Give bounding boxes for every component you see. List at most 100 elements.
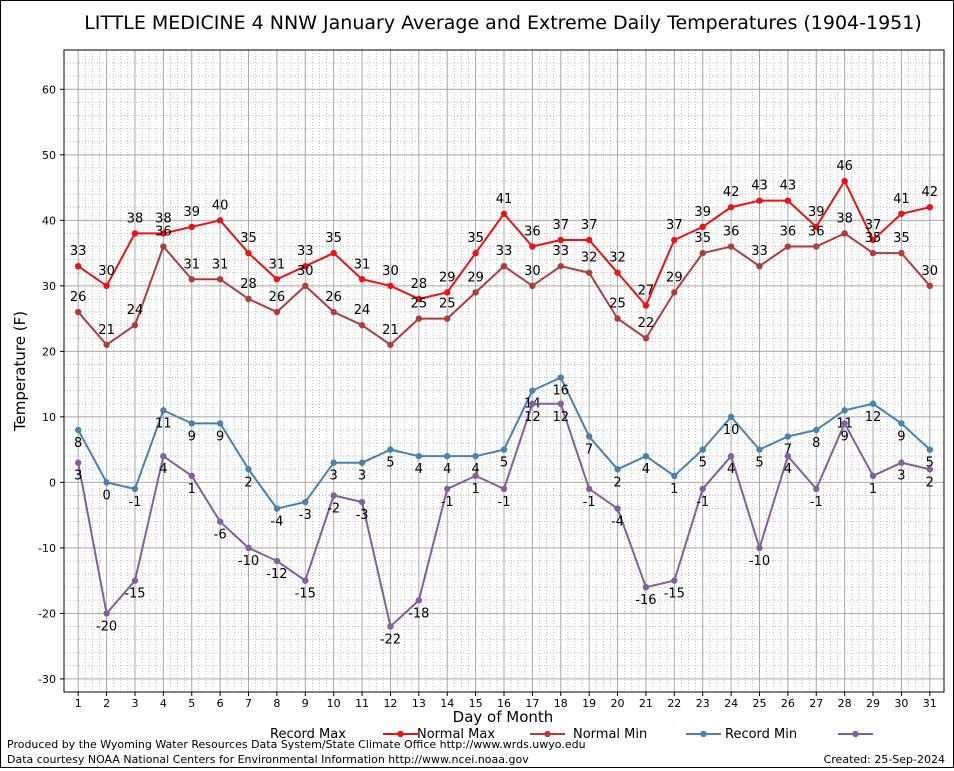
normal-max-point (614, 315, 621, 322)
normal-max-point (926, 282, 934, 290)
normal-max-data-label: 22 (638, 316, 655, 331)
normal-min-data-label: 4 (415, 462, 423, 477)
normal-min-point (245, 466, 252, 473)
normal-max-point (898, 249, 905, 257)
record-max-data-label: 31 (354, 257, 371, 272)
legend-label: Record Min (725, 727, 797, 742)
normal-min-point (387, 446, 394, 453)
record-min-data-label: 3 (74, 469, 82, 484)
record-max-point (699, 223, 706, 231)
legend-swatch-point (544, 730, 551, 738)
normal-max-data-label: 36 (155, 225, 172, 240)
record-min-data-label: -3 (356, 508, 369, 523)
normal-max-point (756, 262, 763, 270)
normal-min-data-label: 7 (585, 443, 593, 458)
normal-min-point (642, 452, 650, 460)
record-min-point (131, 577, 139, 584)
y-tick-label: -20 (38, 607, 56, 620)
record-min-point (330, 492, 337, 499)
normal-max-point (103, 341, 110, 348)
normal-max-point (585, 269, 593, 276)
record-max-data-label: 32 (609, 251, 626, 266)
record-min-point (926, 466, 934, 473)
normal-min-data-label: 8 (812, 436, 820, 451)
record-min-data-label: 1 (188, 482, 196, 497)
legend-swatch-point (852, 730, 859, 738)
record-max-data-label: 41 (893, 192, 910, 207)
normal-min-data-label: 3 (358, 469, 366, 484)
y-tick-label: 10 (42, 411, 56, 424)
normal-min-point (358, 459, 366, 466)
normal-min-point (926, 446, 934, 453)
record-max-point (472, 249, 479, 257)
record-min-point (472, 472, 479, 480)
record-min-point (245, 544, 252, 552)
record-max-point (557, 236, 564, 244)
legend-item-record-min: Record Min (725, 727, 873, 742)
normal-min-point (472, 452, 479, 460)
normal-max-point (813, 243, 820, 250)
x-axis-ticks: 1 2 3 4 5 6 7 8 9 10 11 12 13 14 15 16 17 18 19 20 21 22 23 24 2… (75, 692, 937, 710)
normal-max-point (784, 243, 792, 250)
normal-max-data-label: 33 (496, 244, 513, 259)
normal-max-point (273, 308, 281, 316)
normal-min-point (216, 420, 224, 427)
record-max-data-label: 33 (297, 244, 314, 259)
normal-max-data-label: 36 (780, 225, 797, 240)
normal-max-point (387, 341, 394, 348)
record-min-point (273, 557, 281, 565)
x-tick-label: 29 (866, 697, 880, 710)
normal-min-point (273, 505, 281, 512)
x-tick-label: 2 (103, 697, 110, 710)
record-max-data-label: 46 (836, 159, 853, 174)
record-max-point (642, 302, 650, 309)
x-tick-label: 10 (327, 697, 341, 710)
normal-max-data-label: 25 (411, 297, 428, 312)
record-max-point (131, 230, 139, 237)
normal-max-point (74, 308, 82, 316)
record-max-data-label: 37 (581, 218, 598, 233)
record-min-point (557, 400, 564, 407)
normal-max-point (727, 243, 735, 250)
normal-max-data-label: 24 (354, 303, 371, 318)
record-max-point (273, 276, 281, 283)
normal-max-point (642, 335, 650, 342)
x-tick-label: 7 (245, 697, 252, 710)
record-min-point (585, 485, 593, 493)
x-tick-label: 4 (160, 697, 167, 710)
record-max-data-label: 35 (240, 231, 257, 246)
normal-min-data-label: 3 (330, 469, 338, 484)
normal-max-point (529, 282, 536, 290)
record-min-data-label: 2 (926, 475, 934, 490)
record-max-data-label: 33 (70, 244, 87, 259)
record-max-point (160, 230, 167, 237)
record-min-point (103, 610, 110, 617)
normal-min-data-label: 12 (865, 410, 882, 425)
normal-max-data-label: 26 (70, 290, 87, 305)
y-tick-label: 0 (49, 476, 56, 489)
y-tick-label: 40 (42, 214, 56, 227)
record-max-data-label: 35 (325, 231, 342, 246)
x-tick-label: 3 (131, 697, 138, 710)
normal-max-data-label: 36 (808, 225, 825, 240)
record-max-data-label: 30 (98, 264, 115, 279)
normal-min-point (699, 446, 706, 453)
y-tick-label: 50 (42, 149, 56, 162)
normal-min-point (74, 426, 82, 434)
normal-max-point (415, 315, 423, 322)
legend-label: Normal Min (573, 727, 647, 742)
normal-max-data-label: 26 (269, 290, 286, 305)
record-max-point (841, 177, 848, 185)
record-max-data-label: 29 (439, 270, 456, 285)
record-min-point (529, 400, 536, 407)
normal-min-point (841, 407, 848, 414)
normal-max-point (869, 249, 877, 257)
normal-min-data-label: 4 (471, 462, 479, 477)
record-min-data-label: -15 (124, 587, 145, 602)
record-max-data-label: 43 (751, 179, 768, 194)
normal-min-point (444, 452, 451, 460)
normal-max-data-label: 38 (836, 211, 853, 226)
record-max-point (784, 197, 792, 204)
record-max-point (756, 197, 763, 204)
normal-min-point (869, 400, 877, 407)
